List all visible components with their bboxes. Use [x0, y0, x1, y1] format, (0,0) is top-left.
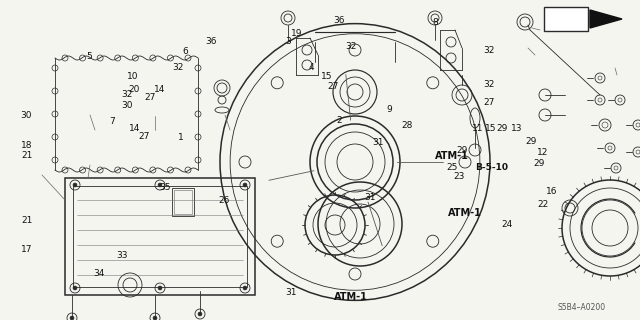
Text: 22: 22: [537, 200, 548, 209]
Text: 32: 32: [172, 63, 184, 72]
Circle shape: [73, 286, 77, 290]
Text: 31: 31: [285, 288, 297, 297]
Text: 27: 27: [138, 132, 150, 140]
Text: 5: 5: [87, 52, 92, 60]
Text: 34: 34: [93, 269, 105, 278]
Text: 29: 29: [525, 137, 537, 146]
Text: 32: 32: [121, 90, 132, 99]
Text: 29: 29: [496, 124, 508, 132]
Text: 25: 25: [446, 163, 458, 172]
Text: B-5-10: B-5-10: [475, 163, 508, 172]
Text: 32: 32: [345, 42, 356, 51]
Text: 13: 13: [511, 124, 523, 132]
Text: 33: 33: [116, 252, 127, 260]
Text: 29: 29: [533, 159, 545, 168]
Bar: [73, 186, 247, 287]
Text: 31: 31: [364, 193, 376, 202]
Text: 30: 30: [121, 101, 132, 110]
Text: 28: 28: [401, 121, 413, 130]
Text: 24: 24: [501, 220, 513, 229]
Text: 14: 14: [154, 85, 166, 94]
Text: 2: 2: [337, 116, 342, 125]
Text: 27: 27: [327, 82, 339, 91]
Text: 21: 21: [21, 151, 33, 160]
Text: 32: 32: [483, 80, 495, 89]
Text: ATM-1: ATM-1: [435, 150, 468, 161]
Text: 19: 19: [291, 29, 303, 38]
Text: 15: 15: [484, 124, 496, 132]
Text: 9: 9: [387, 105, 392, 114]
Bar: [172, 188, 194, 216]
Text: 15: 15: [321, 72, 332, 81]
Text: 27: 27: [483, 98, 495, 107]
Text: 1: 1: [178, 133, 183, 142]
Text: 32: 32: [483, 46, 495, 55]
Text: 7: 7: [109, 117, 115, 126]
Text: 27: 27: [144, 93, 156, 102]
Text: 31: 31: [372, 138, 383, 147]
Text: S5B4–A0200: S5B4–A0200: [558, 303, 606, 313]
Text: 12: 12: [537, 148, 548, 157]
Text: 11: 11: [472, 124, 483, 132]
Bar: [65, 178, 255, 295]
Text: 4: 4: [308, 63, 314, 72]
Text: 26: 26: [218, 196, 230, 204]
Circle shape: [153, 316, 157, 320]
Text: 17: 17: [21, 245, 33, 254]
Circle shape: [243, 286, 247, 290]
Text: 20: 20: [129, 85, 140, 94]
Text: ATM-1: ATM-1: [448, 208, 481, 218]
Text: FR.: FR.: [548, 14, 568, 24]
Text: 36: 36: [333, 16, 345, 25]
Text: 6: 6: [183, 47, 188, 56]
Text: 10: 10: [127, 72, 139, 81]
Text: 36: 36: [205, 37, 217, 46]
Text: ATM-1: ATM-1: [334, 292, 367, 302]
Circle shape: [158, 183, 162, 187]
Text: 23: 23: [454, 172, 465, 180]
Circle shape: [158, 286, 162, 290]
Text: 16: 16: [546, 187, 557, 196]
Text: 18: 18: [21, 141, 33, 150]
Bar: [174, 190, 192, 214]
Circle shape: [243, 183, 247, 187]
Text: 35: 35: [159, 183, 171, 192]
Text: 30: 30: [20, 111, 31, 120]
FancyBboxPatch shape: [544, 7, 588, 31]
Polygon shape: [590, 10, 622, 28]
Circle shape: [198, 312, 202, 316]
Circle shape: [70, 316, 74, 320]
Text: 21: 21: [21, 216, 33, 225]
Text: 8: 8: [433, 18, 438, 27]
Circle shape: [73, 183, 77, 187]
Text: 3: 3: [285, 37, 291, 46]
Text: 14: 14: [129, 124, 140, 132]
Text: 29: 29: [456, 146, 468, 155]
